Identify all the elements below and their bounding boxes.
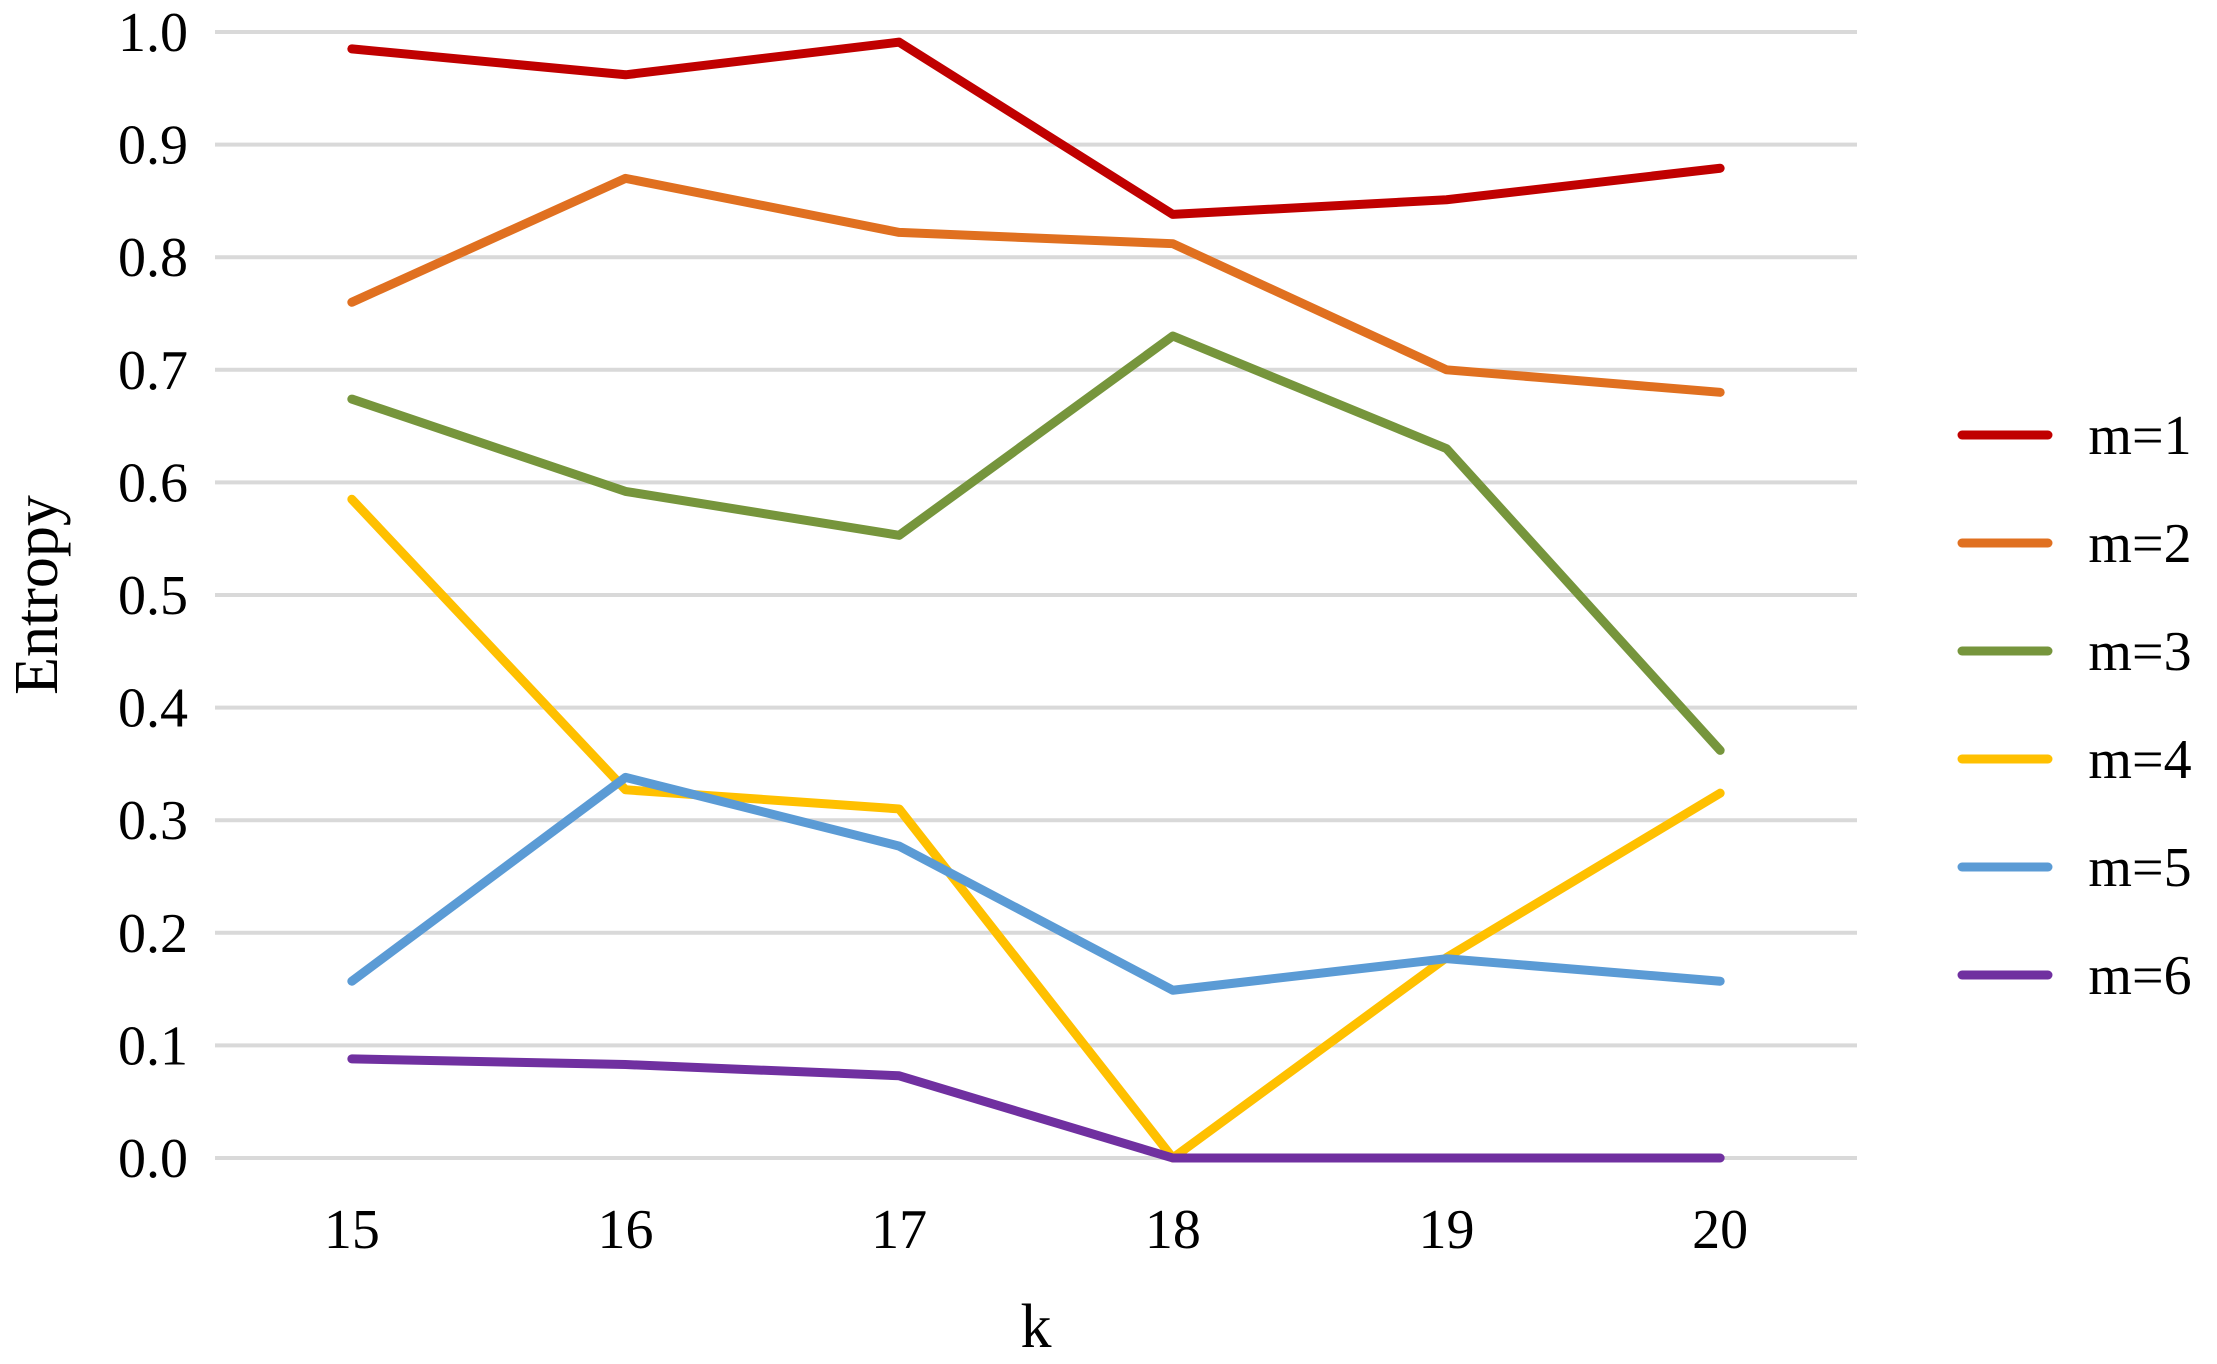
legend-label: m=2 xyxy=(2088,513,2191,575)
series-line-6 xyxy=(347,1054,1725,1163)
x-tick-label: 19 xyxy=(1419,1199,1475,1261)
y-tick-label: 0.3 xyxy=(118,790,188,852)
x-tick-labels: 15 16 17 18 19 20 xyxy=(324,1199,1748,1261)
legend-label: m=1 xyxy=(2088,405,2191,467)
legend-label: m=5 xyxy=(2088,837,2191,899)
series-line-1 xyxy=(347,37,1725,219)
y-tick-label: 0.9 xyxy=(118,115,188,177)
x-axis-title: k xyxy=(1021,1293,1052,1361)
x-tick-label: 20 xyxy=(1692,1199,1748,1261)
y-tick-label: 0.5 xyxy=(118,565,188,627)
legend-label: m=4 xyxy=(2088,729,2191,791)
y-tick-label: 1.0 xyxy=(118,2,188,64)
x-tick-label: 15 xyxy=(324,1199,380,1261)
legend: m=1 m=2 m=3 m=4 m=5 m=6 xyxy=(1957,405,2192,1007)
y-tick-label: 0.2 xyxy=(118,903,188,965)
gridlines xyxy=(215,30,1857,1160)
y-tick-label: 0.4 xyxy=(118,678,188,740)
legend-label: m=3 xyxy=(2088,621,2191,683)
series-line-3 xyxy=(347,331,1725,755)
x-tick-label: 16 xyxy=(598,1199,654,1261)
y-tick-label: 0.1 xyxy=(118,1015,188,1077)
y-tick-label: 0.0 xyxy=(118,1128,188,1190)
y-tick-label: 0.7 xyxy=(118,340,188,402)
y-axis-title: Entropy xyxy=(3,495,71,695)
series-lines xyxy=(347,37,1725,1163)
y-tick-label: 0.8 xyxy=(118,227,188,289)
legend-label: m=6 xyxy=(2088,945,2191,1007)
y-tick-label: 0.6 xyxy=(118,452,188,514)
x-tick-label: 17 xyxy=(871,1199,927,1261)
series-line-5 xyxy=(347,772,1725,995)
x-tick-label: 18 xyxy=(1145,1199,1201,1261)
y-tick-labels: 0.0 0.1 0.2 0.3 0.4 0.5 0.6 0.7 0.8 0.9 1.0 xyxy=(118,2,188,1190)
series-line-2 xyxy=(347,173,1725,397)
series-line-4 xyxy=(347,494,1725,1163)
